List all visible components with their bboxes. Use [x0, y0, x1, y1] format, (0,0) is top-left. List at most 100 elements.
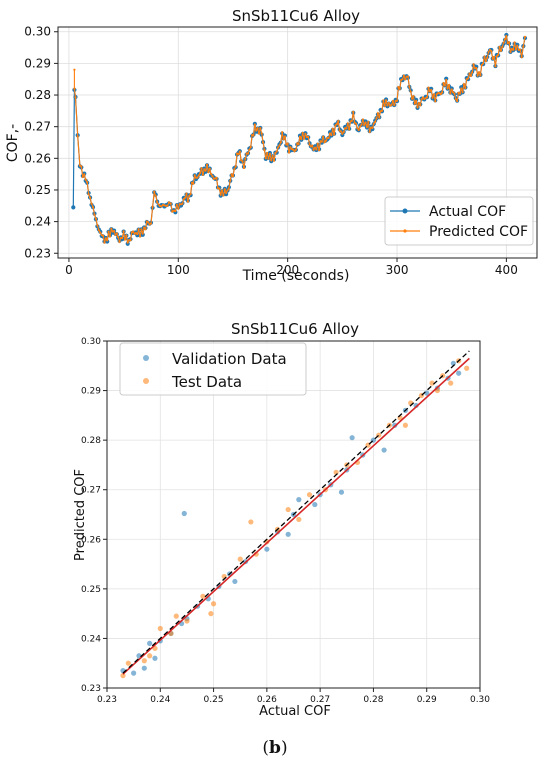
predicted-cof-point — [227, 187, 230, 190]
test-data-point — [237, 556, 243, 562]
predicted-cof-point — [107, 230, 110, 233]
predicted-cof-point — [246, 152, 250, 155]
predicted-cof-point — [328, 132, 332, 135]
predicted-cof-point — [87, 193, 90, 196]
predicted-cof-point — [274, 151, 277, 155]
validation-data-point — [136, 653, 142, 659]
predicted-cof-point — [132, 230, 135, 233]
predicted-cof-point — [121, 236, 124, 240]
predicted-cof-point — [458, 92, 462, 95]
scatter-reference-lines — [122, 350, 470, 675]
predicted-cof-point — [144, 228, 147, 231]
predicted-cof-point — [333, 133, 336, 136]
predicted-cof-point — [272, 159, 276, 162]
predicted-cof-point — [469, 74, 472, 77]
legend-test-marker — [143, 378, 149, 384]
predicted-cof-point — [241, 160, 244, 163]
predicted-cof-markers — [73, 34, 527, 244]
predicted-cof-point — [73, 68, 76, 71]
predicted-cof-point — [430, 88, 433, 92]
predicted-cof-point — [456, 99, 459, 103]
scatter-x-tick-label: 0.26 — [257, 695, 277, 705]
predicted-cof-point — [249, 145, 252, 149]
time-series-title: SnSb11Cu6 Alloy — [232, 7, 360, 25]
predicted-cof-point — [443, 84, 446, 87]
predicted-cof-point — [275, 150, 278, 153]
predicted-cof-point — [196, 176, 199, 179]
predicted-cof-point — [293, 150, 296, 153]
test-data-point — [448, 380, 454, 386]
predicted-cof-point — [261, 141, 265, 144]
predicted-cof-point — [352, 110, 355, 114]
predicted-cof-point — [371, 126, 374, 130]
predicted-cof-point — [445, 78, 448, 82]
predicted-cof-point — [143, 226, 146, 229]
time-series-x-tick-label: 400 — [495, 263, 518, 277]
predicted-cof-point — [322, 135, 325, 138]
predicted-cof-point — [263, 148, 266, 152]
predicted-cof-point — [425, 96, 429, 99]
predicted-cof-point — [447, 84, 451, 87]
scatter-y-tick-label: 0.23 — [81, 684, 101, 694]
predicted-cof-point — [354, 122, 358, 125]
predicted-cof-point — [289, 146, 292, 149]
scatter-x-tick-label: 0.27 — [310, 695, 330, 705]
predicted-cof-point — [374, 120, 377, 124]
predicted-cof-point — [372, 122, 375, 125]
predicted-cof-point — [197, 174, 200, 177]
predicted-cof-point — [498, 45, 501, 48]
time-series-x-ticks: 0 100 200 300 400 — [65, 258, 518, 277]
predicted-cof-point — [462, 83, 466, 86]
predicted-cof-point — [74, 96, 77, 99]
test-data-point — [173, 613, 179, 619]
predicted-cof-point — [406, 75, 410, 78]
predicted-cof-point — [270, 158, 273, 162]
predicted-cof-point — [461, 90, 464, 94]
predicted-cof-point — [208, 167, 211, 170]
scatter-y-tick-label: 0.29 — [81, 387, 101, 397]
predicted-cof-point — [259, 127, 262, 130]
predicted-cof-point — [390, 103, 393, 106]
time-series-x-tick-label: 300 — [386, 263, 409, 277]
validation-data-point — [338, 489, 345, 495]
predicted-cof-point — [244, 157, 247, 161]
predicted-cof-point — [323, 141, 326, 144]
scatter-chart: SnSb11Cu6 Alloy 0.23 0.24 0.25 0.26 0.27 0.28… — [73, 320, 490, 719]
time-series-x-tick-label: 200 — [276, 263, 299, 277]
predicted-cof-point — [84, 178, 87, 181]
predicted-cof-point — [257, 132, 261, 135]
predicted-cof-point — [237, 152, 240, 156]
predicted-cof-point — [292, 148, 295, 151]
predicted-cof-point — [357, 128, 360, 132]
predicted-cof-point — [167, 201, 171, 204]
predicted-cof-point — [226, 189, 229, 192]
predicted-cof-point — [350, 119, 354, 122]
predicted-cof-point — [298, 135, 302, 138]
predicted-cof-point — [327, 136, 330, 140]
predicted-cof-point — [359, 125, 362, 128]
predicted-cof-point — [166, 204, 169, 207]
predicted-cof-point — [149, 222, 153, 225]
predicted-cof-point — [253, 123, 256, 126]
test-data-point — [120, 673, 126, 679]
predicted-cof-point — [486, 56, 489, 59]
scatter-title: SnSb11Cu6 Alloy — [231, 320, 359, 338]
time-series-y-tick-label: 0.27 — [24, 120, 51, 134]
validation-data-point — [296, 497, 302, 503]
caption-close: ) — [280, 738, 288, 758]
predicted-cof-point — [467, 77, 470, 80]
predicted-cof-point — [177, 207, 180, 210]
time-series-x-tick-label: 0 — [65, 263, 73, 277]
predicted-cof-point — [154, 194, 157, 197]
predicted-cof-point — [368, 130, 371, 134]
predicted-cof-point — [420, 98, 423, 101]
predicted-cof-point — [157, 203, 160, 206]
validation-data-point — [181, 510, 187, 517]
predicted-cof-point — [297, 143, 300, 146]
test-data-point — [147, 653, 153, 659]
test-data-point — [402, 422, 408, 428]
predicted-cof-point — [264, 157, 267, 160]
caption-letter: b — [269, 738, 281, 758]
scatter-y-tick-label: 0.26 — [81, 535, 101, 545]
predicted-cof-point — [153, 190, 156, 193]
